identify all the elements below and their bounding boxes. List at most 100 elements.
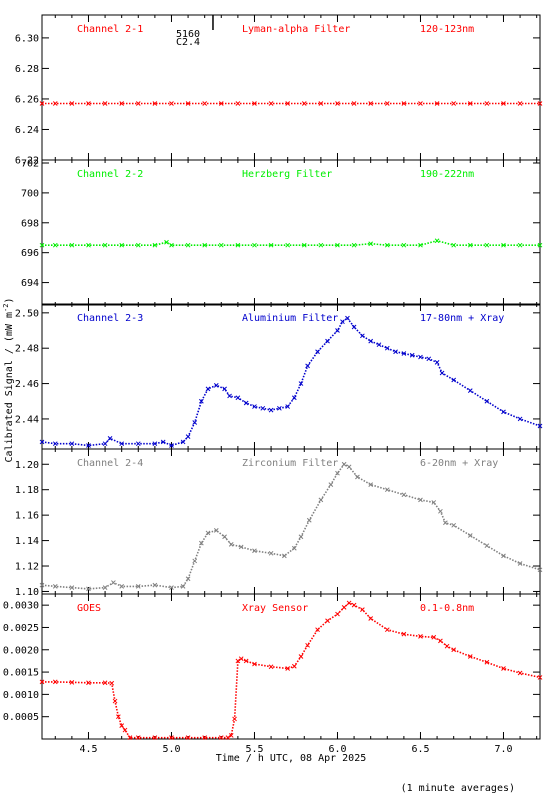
channel-label: Channel 2-3 [77,313,143,324]
data-point [185,242,191,248]
data-point [285,101,291,106]
channel-label: Channel 2-4 [77,458,143,469]
data-point [260,405,266,411]
data-point [325,618,330,624]
data-point [335,101,340,106]
y-tick-label: 1.16 [15,511,39,522]
data-point [169,735,174,741]
panel-3: 2.44 2.46 2.48 2.50 Channel 2-3 Aluminium Fil… [15,303,543,450]
channel-label: Channel 2-2 [77,169,143,180]
y-tick-label: 0.0025 [3,623,39,634]
data-point [409,352,415,358]
data-point [52,679,58,685]
band-label: 190-222nm [420,169,474,180]
y-tick-label: 0.0005 [3,712,39,723]
data-point [52,101,58,106]
data-point [418,354,423,360]
data-point [235,101,241,106]
data-point [384,487,390,493]
data-point [160,439,166,445]
data-point [401,492,407,498]
data-point [325,338,330,344]
data-point [301,242,307,248]
data-point [384,345,390,351]
data-point [393,349,398,355]
data-point [252,404,257,409]
panel-4: 1.10 1.12 1.14 1.16 1.18 1.20 Channel 2-4 Zirco… [15,448,543,598]
data-point [119,723,125,728]
y-tick-label: 0.0015 [3,668,39,679]
footnote: (1 minute averages) [401,783,515,794]
data-point [537,101,543,106]
data-point [351,602,357,608]
data-point [185,576,191,582]
data-point [484,242,490,248]
data-point [291,545,297,551]
data-point [418,497,423,503]
data-point [418,101,423,106]
data-point [484,101,490,106]
data-point [39,582,45,588]
data-point [152,735,158,741]
data-point [69,441,75,447]
data-point [228,542,234,547]
data-point [291,663,297,669]
data-point [501,101,506,106]
data-point [111,580,116,585]
data-point [86,242,91,248]
data-point [69,242,75,248]
channel-label: GOES [77,603,101,614]
data-point [202,242,208,248]
y-tick-label: 0.0020 [3,645,39,656]
data-point [235,395,241,401]
data-point [169,443,174,448]
data-point [368,241,374,247]
data-point [438,638,443,644]
data-point [401,351,407,356]
data-point [238,544,244,550]
data-point [401,101,407,106]
data-point [537,675,543,680]
data-point [135,441,141,447]
data-point [185,101,191,106]
data-point [305,642,310,648]
y-tick-label: 1.18 [15,485,39,496]
data-point [135,101,141,106]
data-point [426,356,432,362]
data-point [39,679,45,685]
data-point [252,661,257,667]
data-point [351,101,357,106]
y-tick-label: 1.12 [15,562,39,573]
data-point [418,242,423,248]
data-point [277,405,282,411]
data-point [213,382,219,388]
data-point [298,654,304,659]
filter-label: Zirconium Filter [242,458,338,469]
data-point [232,716,237,722]
data-point [537,423,543,429]
data-point [192,558,198,564]
data-point [102,680,108,686]
data-point [169,242,174,248]
x-tick-label: 5.0 [162,744,180,755]
data-point [298,381,304,386]
y-tick-label: 0.0010 [3,690,39,701]
data-point [218,101,224,106]
data-point [318,101,324,106]
data-point [368,482,374,487]
y-tick-label: 6.26 [15,94,39,105]
data-point [268,242,274,248]
x-axis-label: Time / h UTC, 08 Apr 2025 [216,753,367,764]
data-point [282,553,287,559]
flare-marker: 5160 C2.4 [176,15,214,48]
data-point [152,582,158,588]
data-point [218,735,224,741]
data-point [205,530,211,536]
y-tick-label: 696 [21,248,39,259]
data-point [169,101,174,106]
data-point [243,400,249,406]
data-point [537,242,543,248]
panel-frame [41,159,541,306]
band-label: 17-80nm + Xray [420,313,504,324]
panel-frame [41,303,541,450]
